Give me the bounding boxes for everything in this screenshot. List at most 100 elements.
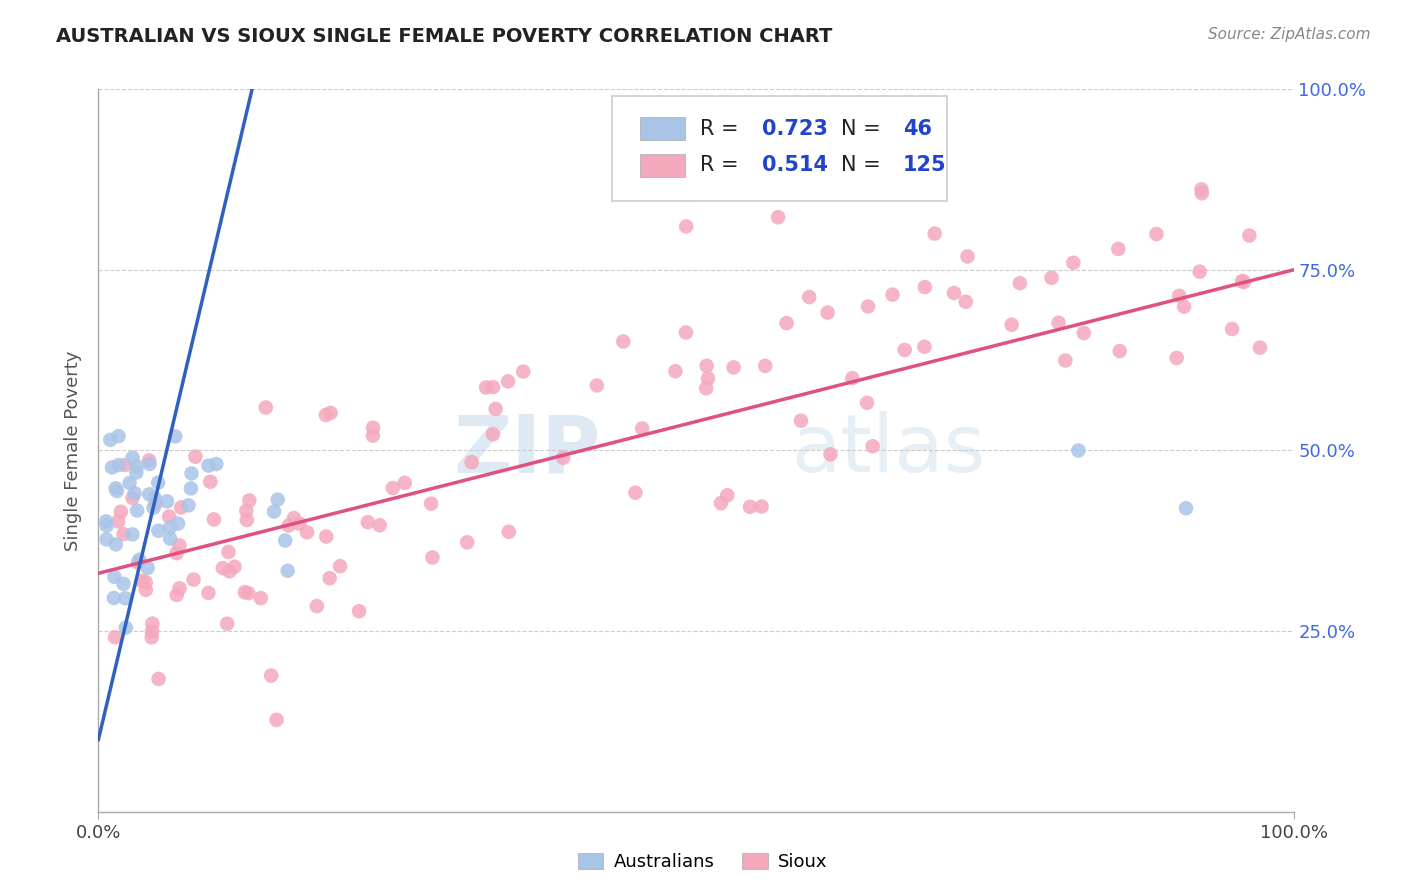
Point [766, 211, 789, 225]
Point [238, 586, 260, 600]
Point [127, 503, 149, 517]
Point [96, 533, 118, 547]
Point [197, 458, 219, 473]
Point [169, 538, 191, 552]
Point [180, 467, 202, 481]
Point [103, 570, 125, 584]
Point [1175, 501, 1198, 516]
Point [612, 334, 634, 349]
Point [218, 564, 240, 578]
Point [697, 371, 720, 385]
Point [156, 494, 179, 508]
Y-axis label: Single Female Poverty: Single Female Poverty [65, 351, 83, 550]
Point [283, 511, 305, 525]
Text: N =: N = [841, 155, 887, 175]
Text: atlas: atlas [792, 411, 986, 490]
Point [553, 450, 575, 465]
Point [107, 429, 129, 443]
Point [664, 364, 686, 378]
Point [101, 460, 124, 475]
Point [205, 457, 228, 471]
Point [142, 500, 165, 515]
Point [238, 493, 260, 508]
Point [197, 586, 219, 600]
Point [127, 556, 149, 570]
Text: R =: R = [700, 155, 745, 175]
Point [145, 496, 167, 510]
Point [131, 574, 153, 588]
Point [169, 582, 191, 596]
Point [318, 571, 340, 585]
Text: AUSTRALIAN VS SIOUX SINGLE FEMALE POVERTY CORRELATION CHART: AUSTRALIAN VS SIOUX SINGLE FEMALE POVERT… [56, 27, 832, 45]
Point [136, 561, 159, 575]
Point [266, 713, 288, 727]
Point [695, 381, 717, 395]
Point [235, 504, 257, 518]
Point [254, 401, 277, 415]
Point [943, 285, 966, 300]
Point [114, 591, 136, 606]
Point [277, 518, 299, 533]
Point [211, 561, 233, 575]
Point [1067, 443, 1090, 458]
Point [217, 616, 239, 631]
Point [738, 500, 761, 514]
Point [381, 481, 404, 495]
Point [159, 520, 181, 534]
Point [141, 624, 163, 639]
Point [121, 450, 143, 465]
Point [167, 516, 190, 531]
Point [98, 433, 121, 447]
Point [790, 414, 813, 428]
FancyBboxPatch shape [640, 153, 685, 177]
Point [143, 491, 166, 506]
Point [125, 466, 148, 480]
Point [856, 300, 879, 314]
Point [1008, 276, 1031, 290]
Point [177, 498, 200, 512]
Point [420, 497, 443, 511]
Point [315, 408, 337, 422]
Point [110, 505, 132, 519]
Point [183, 573, 205, 587]
Point [180, 482, 202, 496]
Point [184, 450, 207, 464]
Point [114, 621, 136, 635]
Legend: Australians, Sioux: Australians, Sioux [571, 846, 835, 879]
Point [112, 576, 135, 591]
Point [166, 546, 188, 560]
Point [347, 604, 370, 618]
Point [170, 500, 193, 515]
Point [361, 421, 384, 435]
Point [1166, 351, 1188, 365]
Point [357, 515, 380, 529]
Point [914, 280, 936, 294]
Point [267, 492, 290, 507]
Text: 0.723: 0.723 [762, 119, 828, 139]
Point [1047, 316, 1070, 330]
Point [121, 491, 143, 505]
Point [799, 290, 821, 304]
Text: 125: 125 [903, 155, 946, 175]
Point [118, 475, 141, 490]
Point [461, 455, 484, 469]
Point [288, 516, 311, 531]
Point [104, 630, 127, 644]
Point [121, 527, 143, 541]
Point [202, 512, 225, 526]
Point [295, 525, 318, 540]
Point [329, 559, 352, 574]
Point [1173, 300, 1195, 314]
Point [1108, 344, 1130, 359]
Point [157, 509, 180, 524]
Point [368, 518, 391, 533]
Point [586, 378, 609, 392]
Point [820, 447, 842, 461]
Point [624, 485, 647, 500]
Point [862, 439, 884, 453]
Point [1191, 186, 1213, 201]
Point [498, 524, 520, 539]
FancyBboxPatch shape [613, 96, 948, 202]
Point [754, 359, 776, 373]
Point [135, 582, 157, 597]
